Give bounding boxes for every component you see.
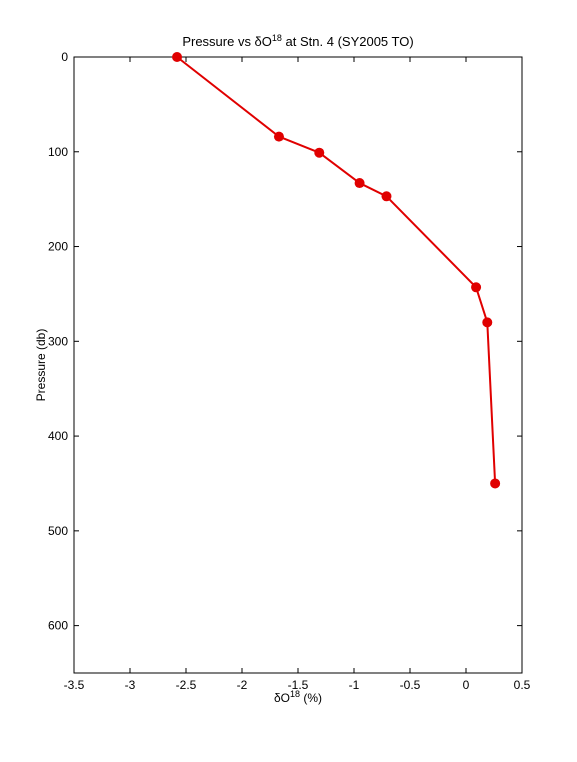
x-tick-label: 0: [463, 678, 470, 692]
text-part: Pressure vs δO: [182, 34, 272, 49]
x-tick-label: -1.5: [288, 678, 309, 692]
text-part: 18: [290, 689, 300, 699]
y-axis-label: Pressure (db): [34, 329, 48, 402]
text-part: at Stn. 4 (SY2005 TO): [282, 34, 414, 49]
text-part: (%): [300, 691, 322, 705]
data-point: [354, 178, 365, 189]
y-tick-label: 300: [48, 334, 68, 348]
data-point: [381, 191, 392, 202]
y-tick-label: 400: [48, 429, 68, 443]
x-tick-label: -3: [125, 678, 136, 692]
data-point: [172, 52, 183, 62]
y-tick-label: 500: [48, 524, 68, 538]
data-point: [471, 282, 482, 293]
y-tick-label: 600: [48, 619, 68, 633]
data-point: [482, 317, 493, 328]
data-point: [490, 478, 501, 489]
y-tick-label: 200: [48, 240, 68, 254]
y-tick-label: 100: [48, 145, 68, 159]
x-tick-label: -2.5: [176, 678, 197, 692]
y-tick-label: 0: [61, 50, 68, 64]
text-part: 18: [272, 33, 282, 43]
plot-frame: [73, 56, 523, 674]
series-line: [176, 56, 497, 484]
text-part: δO: [274, 691, 290, 705]
data-point: [314, 147, 325, 158]
chart-title: Pressure vs δO18 at Stn. 4 (SY2005 TO): [182, 33, 413, 49]
x-tick-label: -3.5: [64, 678, 85, 692]
x-tick-label: -0.5: [400, 678, 421, 692]
x-tick-label: 0.5: [514, 678, 531, 692]
x-axis-label: δO18 (%): [274, 689, 322, 705]
x-tick-label: -1: [349, 678, 360, 692]
data-point: [273, 131, 284, 142]
x-tick-label: -2: [237, 678, 248, 692]
